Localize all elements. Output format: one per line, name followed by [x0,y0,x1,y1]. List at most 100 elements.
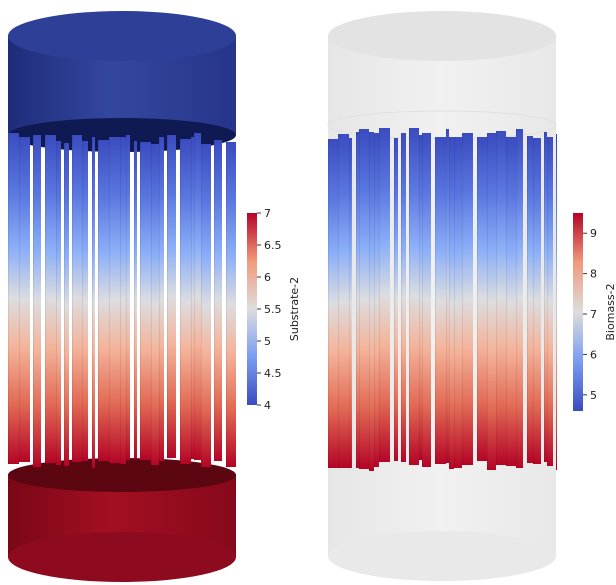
fiber [374,133,379,467]
fiber-shade [369,132,370,471]
substrate-reactor [8,11,236,582]
biomass-reactor [327,11,557,581]
fiber [126,135,130,460]
fiber [64,143,69,466]
colorbar-tick-label: 5 [590,389,597,402]
fiber [8,133,19,464]
fiber-shade [374,133,375,467]
fiber-shade [194,133,195,460]
fiber [533,138,541,464]
fiber [506,137,516,466]
fiber-shade [140,142,141,460]
fiber-shade [126,135,127,460]
fiber-shade [159,137,160,461]
fiber-shade [45,135,46,463]
fiber [419,135,422,460]
fiber [194,133,201,460]
fiber-shade [359,129,360,469]
fiber-shade [449,137,450,469]
fiber [401,133,406,462]
colorbar-tick-label: 4.5 [264,367,282,380]
fiber [151,144,159,465]
fiber [191,137,194,459]
fiber [120,137,126,464]
fiber [462,133,473,465]
colorbar-biomass: 9 8 7 6 5 Biomass-2 [573,213,616,411]
fiber [556,134,557,470]
top-cap-substrate [8,11,236,152]
fiber [544,132,547,462]
fiber-shade [19,137,20,462]
fiber-shade [419,135,420,460]
fiber-shade [180,139,181,464]
fiber [33,135,41,467]
fiber-shade [477,137,478,461]
fiber [226,142,236,467]
colorbar-tick-label: 9 [590,227,597,240]
fiber-shade [56,141,57,465]
fiber [369,132,374,471]
fiber [516,129,523,468]
fiber [134,141,137,459]
fiber-shade [349,138,350,468]
fiber [496,131,506,465]
fiber-shade [109,137,110,463]
fiber-shade [191,137,192,459]
bottom-cap-substrate [8,458,236,582]
fiber [180,139,191,464]
fiber [422,133,431,467]
fiber-shade [454,137,455,468]
fiber [349,138,352,468]
fiber [56,141,61,465]
fiber [477,137,487,461]
colorbar-tick-label: 7 [590,308,597,321]
fiber-shade [409,128,410,465]
fiber-shade [462,133,463,465]
fiber-shade [167,135,168,458]
fiber [338,134,349,468]
colorbar-substrate: 7 6.5 6 5.5 5 4.5 4 Substrate-2 [247,207,301,412]
colorbar-tick-label: 6 [264,271,271,284]
fiber-shade [92,137,93,468]
fiber-shade [64,143,65,466]
fiber [328,139,338,468]
fiber-shade [338,134,339,468]
fiber [45,135,56,463]
fiber-shade [496,131,497,465]
fiber [109,137,120,463]
fiber-shade [356,132,357,468]
fiber-shade [506,137,507,466]
fiber-shade [556,134,557,470]
colorbar-tick-label: 8 [590,268,597,281]
fiber-shade [544,132,545,462]
fiber-shade [201,144,202,467]
fiber-shade [82,141,83,461]
colorbar-tick-label: 7 [264,207,271,220]
fiber-shade [487,133,488,470]
colorbar-title-substrate: Substrate-2 [288,277,301,341]
fiber [82,141,88,461]
fiber-shade [72,135,73,462]
fiber [98,140,109,461]
colorbar-tick-label: 5.5 [264,303,282,316]
fiber-shade [98,140,99,461]
fiber-shade [33,135,34,467]
fiber-shade [446,129,447,463]
fiber-shade [214,140,215,461]
fiber-shade [533,138,534,464]
fiber [140,142,151,460]
fiber-bundle-biomass [328,128,557,471]
fiber-bundle-substrate [8,133,236,468]
colorbar-tick-label: 6.5 [264,239,282,252]
fiber [159,137,164,461]
fiber-shade [226,142,227,467]
fiber [19,137,30,462]
fiber [379,128,390,462]
colorbar-title-biomass: Biomass-2 [604,283,616,340]
fiber [454,137,462,468]
fiber-shade [516,129,517,468]
fiber-shade [8,133,9,464]
fiber [214,140,222,461]
colorbar-tick-label: 6 [590,348,597,361]
